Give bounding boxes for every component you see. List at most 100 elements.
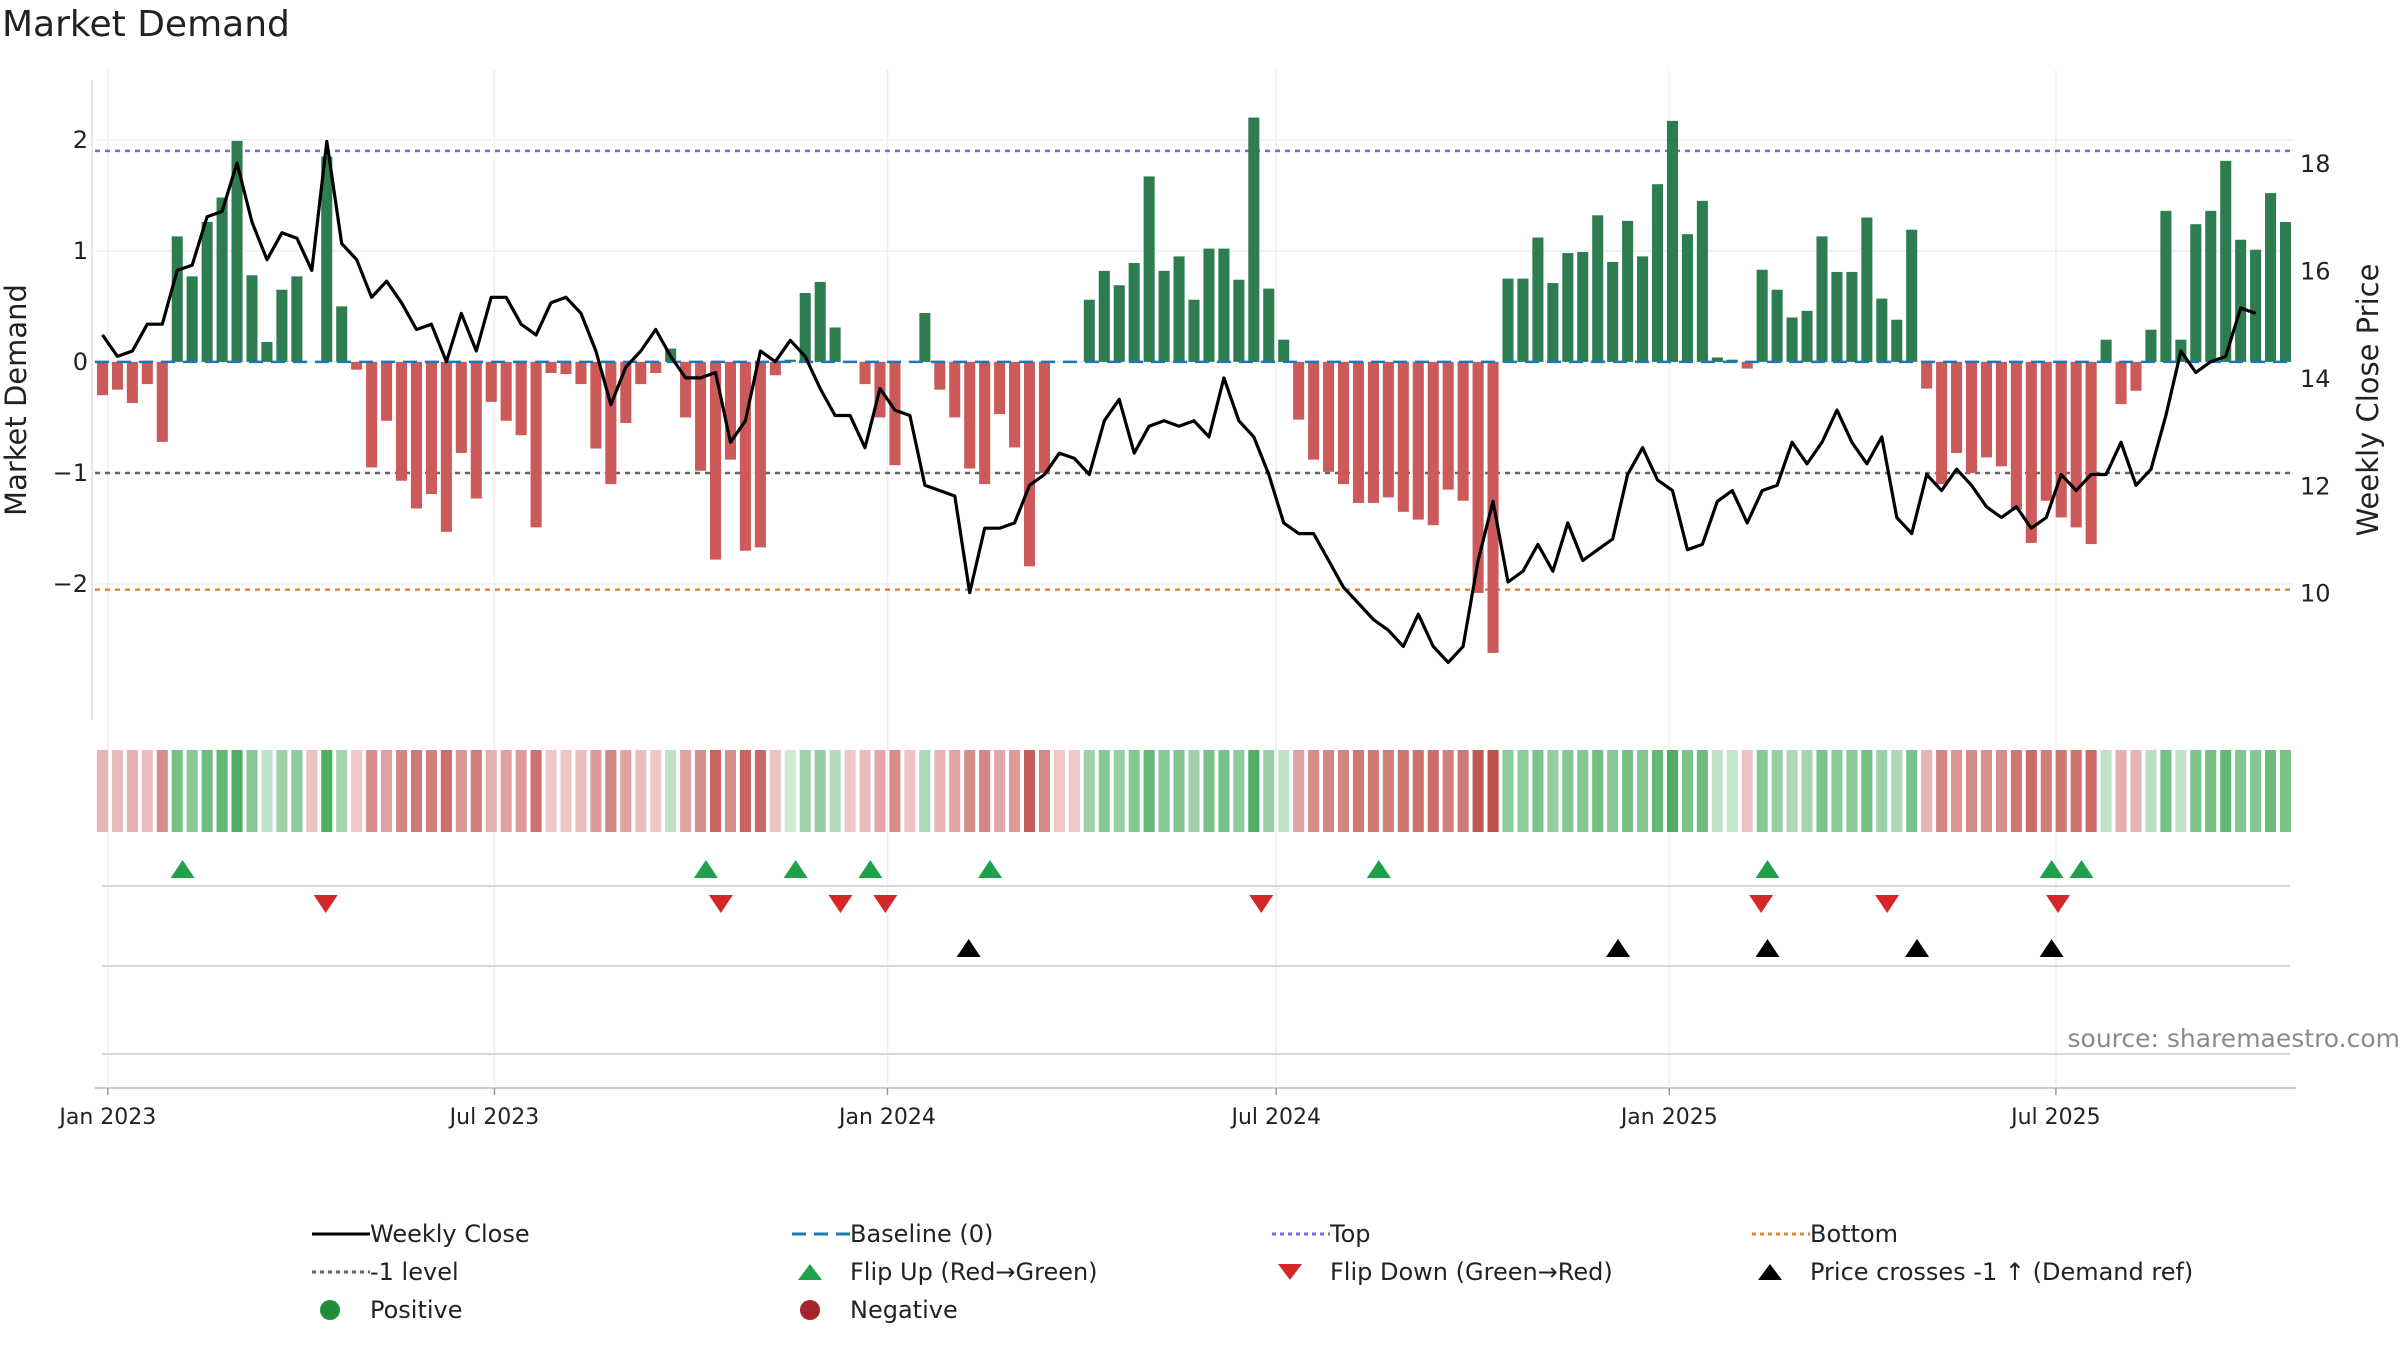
heat-cell <box>485 750 497 832</box>
heat-cell <box>1666 750 1679 832</box>
demand-bar <box>1711 357 1723 362</box>
heat-cell <box>650 750 662 832</box>
heat-cell <box>1816 750 1828 832</box>
demand-bar <box>2145 329 2157 362</box>
legend-label: Flip Up (Red→Green) <box>850 1258 1098 1286</box>
demand-bar <box>1517 278 1529 362</box>
demand-bar <box>1906 229 1918 362</box>
heat-cell <box>1173 750 1185 832</box>
heat-cell <box>1203 750 1215 832</box>
heat-cell <box>1188 750 1200 832</box>
heat-cell <box>1293 750 1305 832</box>
heat-cell <box>1995 750 2007 832</box>
heat-cell <box>1786 750 1798 832</box>
heat-cell <box>620 750 632 832</box>
legend-item: -1 level <box>300 1258 780 1286</box>
heat-cell <box>366 750 378 832</box>
heat-cell <box>754 750 766 832</box>
demand-bar <box>1846 271 1858 362</box>
demand-bar <box>829 327 841 362</box>
demand-bar <box>186 276 198 362</box>
heat-cell <box>949 750 961 832</box>
flip-up-marker <box>978 860 1003 878</box>
legend-bottom-icon <box>1752 1232 1810 1236</box>
heat-cell <box>1980 750 1993 832</box>
heat-cell <box>2205 750 2217 832</box>
demand-bar <box>1502 278 1514 362</box>
demand-bar <box>1337 361 1350 485</box>
reference-lines <box>95 149 2293 591</box>
heat-cell <box>769 750 781 832</box>
heat-cell <box>306 750 318 832</box>
demand-bar <box>2235 239 2247 362</box>
heat-cell <box>425 750 437 832</box>
demand-bar <box>1831 271 1843 362</box>
demand-bar <box>2130 361 2142 391</box>
heat-cell <box>2040 750 2052 832</box>
flip-down-marker <box>313 895 338 913</box>
demand-bar <box>709 361 722 560</box>
demand-bar <box>2070 361 2082 528</box>
heat-cell <box>2100 750 2112 832</box>
demand-bar <box>440 361 452 532</box>
demand-bar <box>2190 224 2202 362</box>
heat-cell <box>1681 750 1693 832</box>
demand-bar <box>1382 361 1394 498</box>
heat-cell <box>216 750 228 832</box>
flip-down-marker <box>1249 895 1274 913</box>
demand-bar <box>919 313 931 362</box>
heat-cell <box>1532 750 1544 832</box>
heat-cell <box>1696 750 1708 832</box>
heat-cell <box>1278 750 1290 832</box>
x-tick-label: Jan 2025 <box>1619 1105 1718 1130</box>
heat-cell <box>2250 750 2262 832</box>
heat-cell <box>261 750 273 832</box>
flip-down-marker <box>828 895 853 913</box>
heat-cell <box>1009 750 1021 832</box>
legend-label: Baseline (0) <box>850 1220 994 1248</box>
demand-bar <box>141 361 153 385</box>
demand-bar <box>695 361 707 471</box>
heat-cell <box>1517 750 1529 832</box>
heat-cell <box>889 750 901 832</box>
heat-cell <box>1023 750 1036 832</box>
heat-cell <box>1951 750 1963 832</box>
heat-cell <box>2279 750 2292 832</box>
heat-cell <box>111 750 123 832</box>
flip-up-marker <box>1755 860 1780 878</box>
demand-bar <box>201 221 213 362</box>
legend-baseline-icon <box>792 1232 850 1236</box>
x-tick-label: Jan 2023 <box>57 1105 156 1130</box>
heat-cell <box>545 750 557 832</box>
demand-bar <box>291 276 303 362</box>
heat-cell <box>2070 750 2082 832</box>
heat-cell <box>1053 750 1065 832</box>
legend-label: Top <box>1330 1220 1371 1248</box>
heat-cell <box>934 750 946 832</box>
legend-label: Flip Down (Green→Red) <box>1330 1258 1613 1286</box>
heat-cell <box>1562 750 1574 832</box>
y2-tick-label: 10 <box>2300 580 2331 608</box>
price-cross-marker <box>2039 939 2064 957</box>
demand-bar <box>1352 361 1365 503</box>
y2-tick-label: 12 <box>2300 472 2331 500</box>
demand-bar <box>2265 193 2277 362</box>
heat-cell <box>2190 750 2202 832</box>
heat-cell <box>1771 750 1783 832</box>
heat-cell <box>2220 750 2232 832</box>
heat-cell <box>156 750 168 832</box>
legend-top-icon <box>1272 1232 1330 1236</box>
demand-bar <box>1009 361 1021 448</box>
heat-cell <box>1726 750 1738 832</box>
heat-cell <box>1861 750 1873 832</box>
heat-cell <box>1442 750 1454 832</box>
heat-cell <box>2130 750 2142 832</box>
demand-bar <box>2055 361 2067 518</box>
heat-cell <box>1741 750 1753 832</box>
flip-up-marker <box>693 860 718 878</box>
demand-bar <box>590 361 602 449</box>
heat-cell <box>1936 750 1948 832</box>
heat-cell <box>874 750 886 832</box>
demand-bar <box>2025 361 2037 543</box>
demand-bar <box>1263 288 1275 362</box>
